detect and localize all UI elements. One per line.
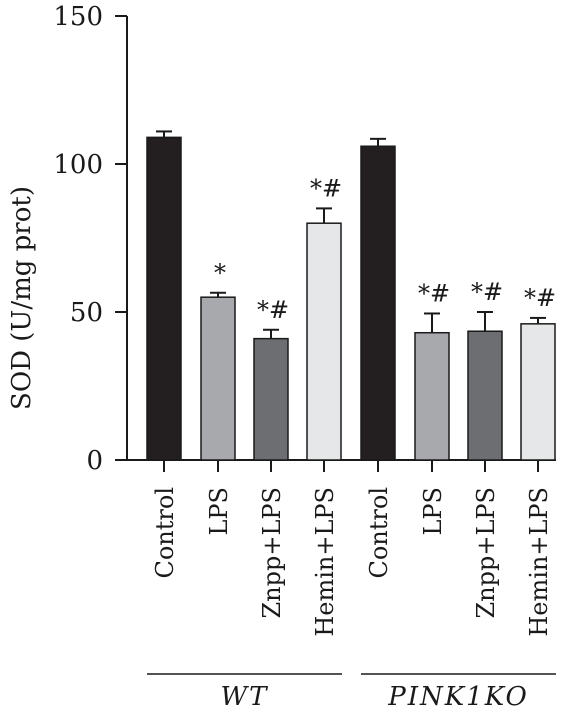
group-label: WT (220, 682, 268, 712)
bar (360, 145, 396, 461)
x-tick-label: Hemin+LPS (525, 487, 553, 637)
significance-label: *# (310, 174, 342, 202)
x-tick-label: Control (365, 487, 393, 579)
bar (253, 337, 289, 461)
x-tick-label: LPS (205, 487, 233, 536)
x-tick-label: LPS (419, 487, 447, 536)
bar (146, 136, 182, 461)
y-axis-label: SOD (U/mg prot) (7, 186, 37, 410)
significance-label: * (214, 259, 226, 287)
significance-label: *# (418, 279, 450, 307)
bar (200, 296, 236, 461)
significance-label: *# (524, 284, 556, 312)
y-tick-label: 100 (53, 150, 103, 180)
bar (520, 323, 556, 461)
bar (467, 330, 503, 461)
bar (306, 222, 342, 461)
significance-label: *# (257, 296, 289, 324)
y-tick-label: 0 (86, 446, 103, 476)
bar (414, 331, 450, 461)
group-label: PINK1KO (387, 682, 529, 712)
x-tick-label: Control (151, 487, 179, 579)
x-tick-label: Znpp+LPS (472, 487, 500, 619)
y-tick-label: 150 (53, 2, 103, 32)
y-tick-label: 50 (70, 298, 103, 328)
significance-label: *# (471, 278, 503, 306)
x-tick-label: Znpp+LPS (258, 487, 286, 619)
x-tick-label: Hemin+LPS (311, 487, 339, 637)
